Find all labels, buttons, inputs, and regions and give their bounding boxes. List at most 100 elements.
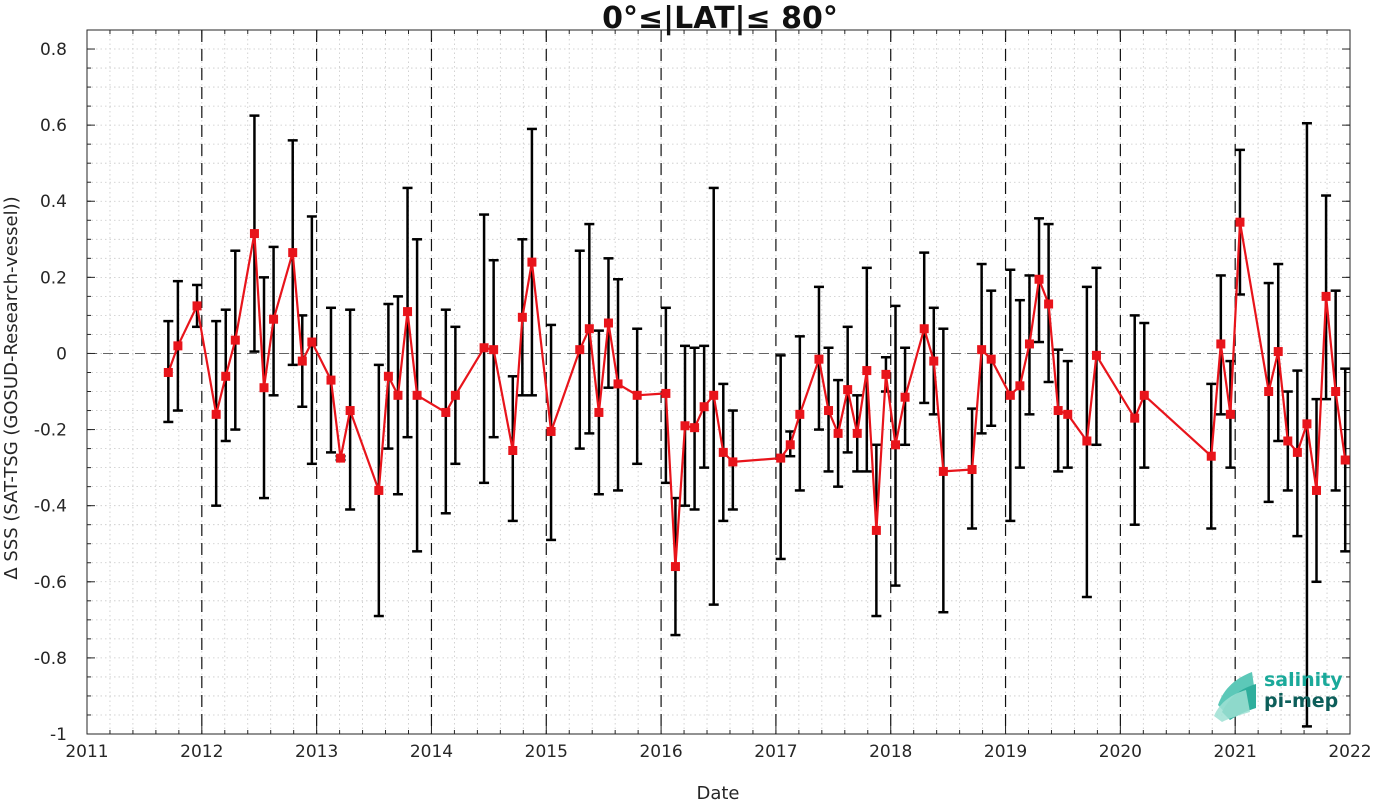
x-tick-label: 2020 bbox=[1099, 742, 1142, 762]
y-tick-label: -0.4 bbox=[34, 497, 67, 517]
data-point-marker bbox=[489, 345, 499, 355]
x-tick-label: 2022 bbox=[1328, 742, 1371, 762]
data-point-marker bbox=[1053, 406, 1063, 416]
data-point-marker bbox=[383, 371, 393, 381]
data-point-marker bbox=[613, 379, 623, 389]
data-point-marker bbox=[326, 375, 336, 385]
data-point-marker bbox=[986, 354, 996, 364]
data-point-marker bbox=[871, 525, 881, 535]
data-point-marker bbox=[891, 440, 901, 450]
x-tick-label: 2012 bbox=[180, 742, 223, 762]
data-point-marker bbox=[1082, 436, 1092, 446]
year-separators bbox=[201, 30, 1236, 734]
y-tick-label: 0.6 bbox=[40, 116, 67, 136]
data-point-marker bbox=[508, 445, 518, 455]
data-point-marker bbox=[1206, 451, 1216, 461]
data-point-marker bbox=[345, 406, 355, 416]
logo-pimep-text: pi-mep bbox=[1264, 690, 1338, 712]
data-point-marker bbox=[843, 385, 853, 395]
data-point-marker bbox=[1024, 339, 1034, 349]
data-point-marker bbox=[632, 390, 642, 400]
salinity-pi-mep-logo: salinity pi-mep bbox=[1214, 669, 1343, 722]
data-point-marker bbox=[1283, 436, 1293, 446]
data-point-marker bbox=[221, 371, 231, 381]
x-tick-label: 2014 bbox=[410, 742, 453, 762]
data-point-marker bbox=[977, 345, 987, 355]
plot-frame bbox=[86, 29, 1351, 735]
x-tick-label: 2018 bbox=[869, 742, 912, 762]
data-point-marker bbox=[967, 465, 977, 475]
data-point-marker bbox=[192, 301, 202, 311]
y-tick-label: -0.8 bbox=[34, 649, 67, 669]
data-point-marker bbox=[728, 457, 738, 467]
x-tick-label: 2013 bbox=[295, 742, 338, 762]
y-tick-label: 0.2 bbox=[40, 268, 67, 288]
data-point-marker bbox=[441, 407, 451, 417]
data-point-marker bbox=[1302, 419, 1312, 429]
data-point-marker bbox=[288, 248, 298, 258]
data-point-marker bbox=[852, 428, 862, 438]
data-point-marker bbox=[1292, 447, 1302, 457]
data-point-marker bbox=[1235, 217, 1245, 227]
y-axis-label: Δ SSS (SAT-TSG (GOSUD-Research-vessel)) bbox=[1, 196, 22, 579]
y-tick-label: -0.6 bbox=[34, 573, 67, 593]
data-point-marker bbox=[785, 440, 795, 450]
data-point-marker bbox=[919, 324, 929, 334]
y-tick-label: -1 bbox=[50, 725, 67, 745]
data-point-marker bbox=[670, 562, 680, 572]
data-point-marker bbox=[776, 453, 786, 463]
data-point-marker bbox=[527, 257, 537, 267]
data-point-marker bbox=[584, 324, 594, 334]
data-point-marker bbox=[718, 447, 728, 457]
data-point-marker bbox=[1340, 455, 1350, 465]
y-tick-label: -0.2 bbox=[34, 421, 67, 441]
data-point-marker bbox=[450, 390, 460, 400]
data-point-marker bbox=[173, 341, 183, 351]
data-point-marker bbox=[575, 345, 585, 355]
data-point-marker bbox=[1015, 381, 1025, 391]
data-point-marker bbox=[1321, 291, 1331, 301]
x-tick-label: 2019 bbox=[984, 742, 1027, 762]
data-point-marker bbox=[1139, 390, 1149, 400]
data-point-marker bbox=[699, 402, 709, 412]
data-point-marker bbox=[230, 335, 240, 345]
data-point-marker bbox=[938, 466, 948, 476]
data-point-marker bbox=[259, 383, 269, 393]
data-point-marker bbox=[1063, 409, 1073, 419]
data-point-marker bbox=[249, 229, 259, 239]
data-point-marker bbox=[900, 392, 910, 402]
x-tick-label: 2015 bbox=[525, 742, 568, 762]
data-point-marker bbox=[1130, 413, 1140, 423]
data-point-marker bbox=[680, 421, 690, 431]
data-point-marker bbox=[1225, 409, 1235, 419]
data-point-marker bbox=[881, 369, 891, 379]
data-point-marker bbox=[1264, 387, 1274, 397]
data-point-marker bbox=[603, 318, 613, 328]
x-tick-label: 2017 bbox=[754, 742, 797, 762]
data-point-marker bbox=[374, 485, 384, 495]
x-tick-label: 2016 bbox=[639, 742, 682, 762]
data-point-marker bbox=[594, 407, 604, 417]
data-point-marker bbox=[163, 367, 173, 377]
data-point-marker bbox=[1091, 350, 1101, 360]
data-point-marker bbox=[479, 343, 489, 353]
data-point-marker bbox=[1273, 347, 1283, 357]
data-point-marker bbox=[297, 356, 307, 366]
data-point-marker bbox=[814, 354, 824, 364]
logo-wave-icon bbox=[1214, 672, 1256, 722]
data-point-marker bbox=[307, 337, 317, 347]
data-point-marker bbox=[1216, 339, 1226, 349]
data-point-marker bbox=[1005, 390, 1015, 400]
data-point-marker bbox=[546, 426, 556, 436]
data-point-marker bbox=[403, 307, 413, 317]
x-tick-label: 2011 bbox=[65, 742, 108, 762]
data-point-marker bbox=[661, 388, 671, 398]
data-point-marker bbox=[929, 356, 939, 366]
data-point-marker bbox=[1312, 485, 1322, 495]
x-tick-label: 2021 bbox=[1214, 742, 1257, 762]
data-point-marker bbox=[269, 314, 279, 324]
series-markers bbox=[163, 217, 1350, 572]
logo-salinity-text: salinity bbox=[1264, 669, 1343, 691]
